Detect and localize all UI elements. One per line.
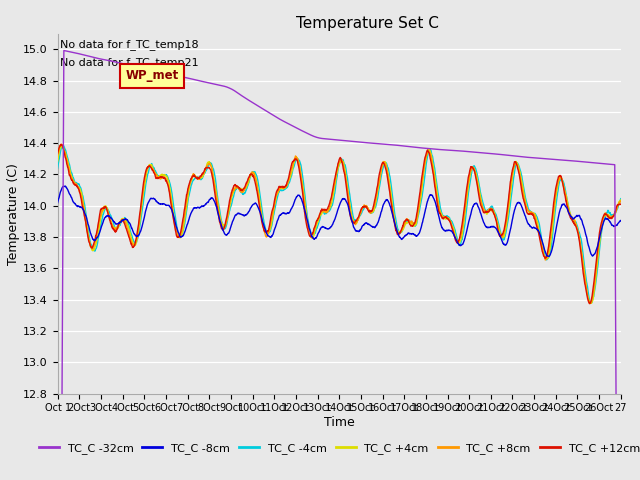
X-axis label: Time: Time [324,416,355,429]
Text: No data for f_TC_temp21: No data for f_TC_temp21 [60,57,199,68]
Y-axis label: Temperature (C): Temperature (C) [7,163,20,264]
FancyBboxPatch shape [120,64,184,87]
Text: WP_met: WP_met [125,69,179,82]
Title: Temperature Set C: Temperature Set C [296,16,439,31]
Legend: TC_C -32cm, TC_C -8cm, TC_C -4cm, TC_C +4cm, TC_C +8cm, TC_C +12cm: TC_C -32cm, TC_C -8cm, TC_C -4cm, TC_C +… [34,438,640,458]
Text: No data for f_TC_temp18: No data for f_TC_temp18 [60,39,199,50]
